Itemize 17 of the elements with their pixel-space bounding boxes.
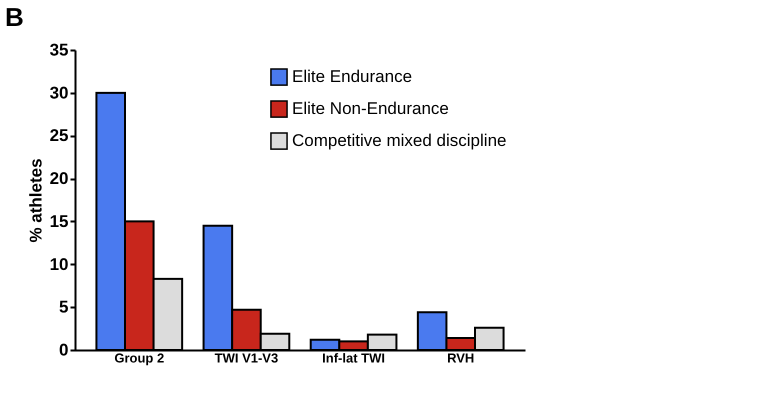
legend-label: Elite Non-Endurance: [292, 99, 449, 118]
x-tick-label: Inf-lat TWI: [322, 350, 385, 366]
legend-label: Competitive mixed discipline: [292, 131, 506, 150]
y-axis-title: % athletes: [26, 158, 46, 243]
y-tick-label: 30: [50, 83, 68, 102]
legend-label: Elite Endurance: [292, 67, 412, 86]
x-tick-label: RVH: [447, 350, 474, 366]
y-tick-label: 5: [59, 298, 68, 317]
y-tick-label: 15: [50, 212, 68, 231]
x-tick-label: TWI V1-V3: [214, 350, 278, 366]
y-tick-label: 25: [50, 126, 68, 146]
y-tick-label: 0: [59, 340, 68, 360]
y-tick-label: 10: [50, 254, 68, 274]
y-tick-label: 35: [50, 40, 68, 60]
x-tick-label: Group 2: [114, 350, 164, 366]
y-tick-label: 20: [50, 169, 68, 188]
chart-title: B: [5, 2, 24, 32]
